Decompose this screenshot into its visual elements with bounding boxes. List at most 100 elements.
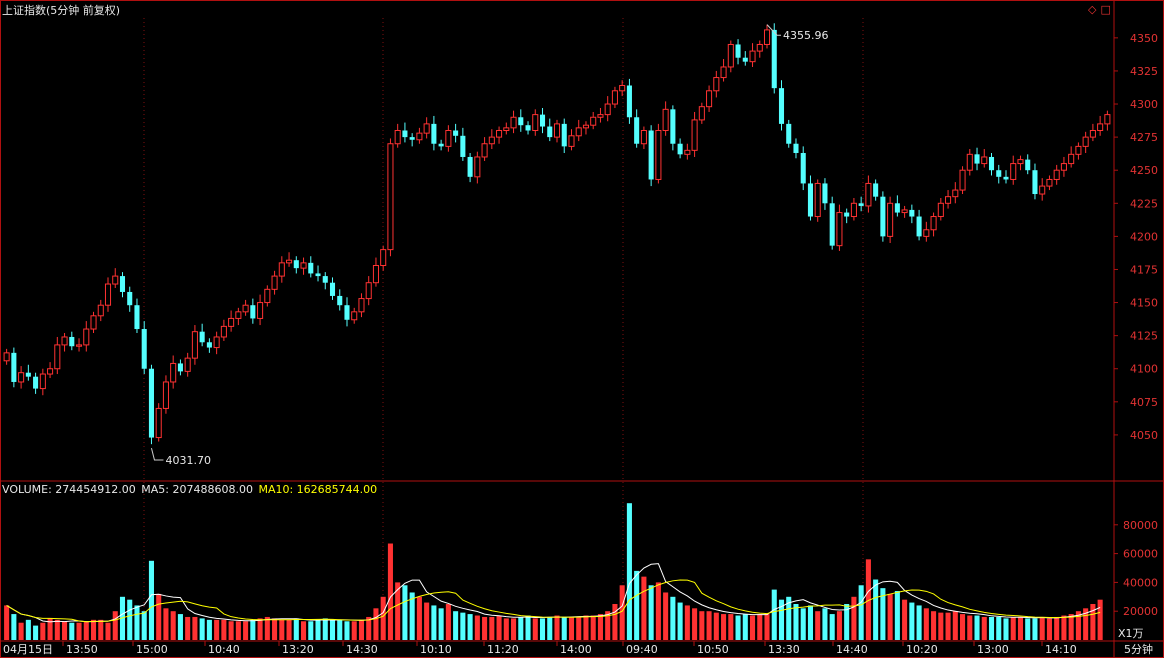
candle-body-31 bbox=[228, 317, 235, 327]
volume-bar-68 bbox=[496, 615, 502, 640]
candle-body-109 bbox=[793, 143, 799, 153]
volume-bar-139 bbox=[1010, 616, 1016, 640]
candle-body-137 bbox=[996, 170, 1002, 177]
volume-bar-101 bbox=[735, 615, 741, 640]
candle-body-122 bbox=[887, 202, 894, 237]
candle-body-43 bbox=[315, 273, 321, 277]
candle-body-93 bbox=[677, 143, 683, 155]
volume-bar-49 bbox=[358, 619, 365, 640]
time-tick-label-1: 13:50 bbox=[66, 643, 98, 656]
candle-body-49 bbox=[358, 298, 365, 313]
candle-body-125 bbox=[909, 209, 915, 217]
candle-body-84 bbox=[611, 90, 618, 105]
candle-body-76 bbox=[553, 123, 561, 138]
volume-bar-40 bbox=[293, 618, 299, 640]
candle-body-30 bbox=[220, 325, 227, 338]
candle-body-129 bbox=[937, 202, 944, 218]
volume-bar-11 bbox=[83, 621, 89, 640]
vol-tick-label-1: 40000 bbox=[1123, 576, 1158, 589]
time-tick-label-14: 13:00 bbox=[977, 643, 1009, 656]
volume-unit-label: X1万 bbox=[1118, 627, 1144, 640]
candle-body-112 bbox=[814, 182, 821, 218]
volume-bar-134 bbox=[974, 615, 980, 640]
time-tick-label-3: 10:40 bbox=[208, 643, 240, 656]
volume-bar-66 bbox=[482, 616, 488, 640]
candle-body-65 bbox=[474, 156, 481, 178]
candle-body-38 bbox=[278, 262, 285, 277]
candle-body-67 bbox=[488, 136, 495, 145]
volume-bar-16 bbox=[119, 596, 126, 640]
volume-value: VOLUME: 274454912.00 bbox=[2, 483, 136, 496]
square-icon: □ bbox=[1100, 3, 1115, 16]
volume-bar-78 bbox=[568, 616, 575, 640]
high-annotation: 4355.96 bbox=[783, 29, 829, 42]
candle-body-133 bbox=[966, 153, 973, 171]
volume-bar-62 bbox=[453, 611, 459, 640]
price-tick-label-4: 4150 bbox=[1130, 297, 1158, 310]
volume-bar-60 bbox=[438, 608, 444, 640]
candle-body-70 bbox=[510, 116, 517, 129]
volume-bar-112 bbox=[815, 611, 821, 640]
candle-body-69 bbox=[503, 127, 510, 132]
candle-body-131 bbox=[952, 189, 959, 198]
volume-bar-15 bbox=[112, 611, 118, 640]
volume-bar-103 bbox=[749, 615, 756, 640]
price-tick-label-2: 4100 bbox=[1130, 363, 1158, 376]
volume-bar-87 bbox=[634, 570, 640, 640]
volume-bar-51 bbox=[373, 608, 379, 640]
volume-bar-22 bbox=[163, 608, 169, 640]
volume-bar-52 bbox=[380, 596, 386, 640]
volume-bar-26 bbox=[192, 616, 198, 640]
volume-bar-21 bbox=[156, 593, 162, 640]
candle-body-87 bbox=[634, 117, 640, 144]
volume-bar-19 bbox=[141, 611, 147, 640]
candle-body-117 bbox=[850, 202, 857, 218]
candle-body-24 bbox=[177, 363, 183, 372]
candle-body-45 bbox=[329, 282, 336, 296]
candle-body-16 bbox=[119, 276, 126, 292]
candle-body-77 bbox=[561, 123, 567, 147]
volume-bar-43 bbox=[315, 619, 321, 640]
candle-body-53 bbox=[387, 143, 394, 251]
volume-bar-3 bbox=[25, 619, 31, 640]
volume-bar-4 bbox=[33, 625, 39, 640]
candle-body-1 bbox=[11, 352, 17, 382]
candle-body-61 bbox=[445, 130, 452, 147]
price-tick-label-11: 4325 bbox=[1130, 65, 1158, 78]
volume-bar-118 bbox=[858, 585, 864, 640]
volume-bar-107 bbox=[778, 599, 785, 640]
candle-body-26 bbox=[191, 331, 198, 359]
volume-bar-69 bbox=[503, 618, 509, 640]
candle-body-124 bbox=[901, 209, 908, 214]
volume-bar-82 bbox=[597, 614, 603, 640]
chart-toolbar-icons[interactable]: ◇□ bbox=[1088, 3, 1115, 16]
volume-bar-63 bbox=[460, 612, 466, 640]
volume-bar-47 bbox=[344, 621, 350, 640]
period-selector[interactable]: 5分钟 bbox=[1124, 643, 1153, 656]
price-tick-label-1: 4075 bbox=[1130, 396, 1158, 409]
candle-body-19 bbox=[141, 329, 147, 369]
volume-bar-138 bbox=[1003, 618, 1009, 640]
candle-body-97 bbox=[706, 90, 713, 108]
candle-body-95 bbox=[691, 119, 698, 151]
candle-body-29 bbox=[213, 336, 220, 349]
volume-bar-41 bbox=[301, 621, 307, 640]
candle-body-79 bbox=[575, 127, 582, 137]
candle-body-56 bbox=[409, 137, 415, 140]
volume-bar-121 bbox=[880, 588, 886, 640]
volume-bar-85 bbox=[619, 585, 625, 640]
volume-bar-149 bbox=[1083, 608, 1089, 640]
candle-body-25 bbox=[184, 357, 191, 372]
candle-body-48 bbox=[351, 311, 358, 321]
candle-body-9 bbox=[69, 336, 75, 347]
candle-body-12 bbox=[90, 315, 97, 330]
candle-body-6 bbox=[47, 368, 54, 375]
candle-body-5 bbox=[39, 373, 46, 390]
volume-bar-27 bbox=[199, 618, 205, 640]
candle-body-57 bbox=[416, 132, 423, 141]
time-tick-label-6: 10:10 bbox=[420, 643, 452, 656]
volume-bar-124 bbox=[902, 599, 908, 640]
candle-body-17 bbox=[127, 291, 133, 306]
